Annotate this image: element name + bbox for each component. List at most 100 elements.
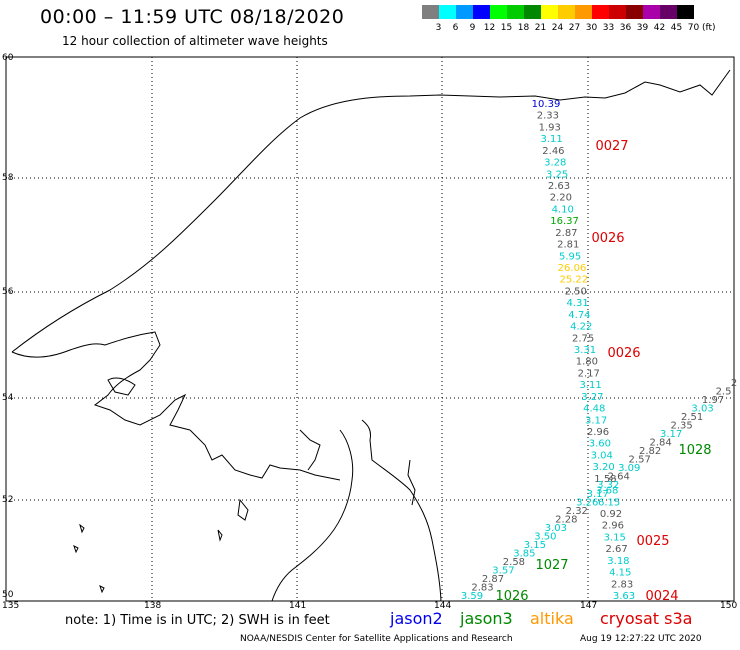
generated-timestamp: Aug 19 12:27:22 UTC 2020 — [580, 634, 702, 644]
legend-swatch-label: 24 — [551, 23, 564, 33]
wave-height-label: 3.11 — [540, 134, 562, 145]
wave-height-label: 3.15 — [524, 540, 546, 551]
wave-height-label: 2.57 — [629, 455, 651, 466]
pass-time-tag: 0025 — [636, 534, 669, 549]
wave-height-label: 3.59 — [461, 591, 483, 602]
legend-swatch — [643, 5, 660, 19]
wave-height-label: 4.22 — [570, 322, 592, 333]
wave-height-label: 0.92 — [600, 509, 622, 520]
wave-height-label: 2.83 — [471, 582, 493, 593]
wave-height-label: 1.80 — [576, 357, 598, 368]
wave-height-label: 3.68 — [596, 486, 618, 497]
legend-jason3: jason3 — [460, 609, 513, 628]
legend-jason2: jason2 — [390, 609, 443, 628]
wave-height-label: 3.11 — [579, 380, 601, 391]
wave-height-label: 3.57 — [492, 565, 514, 576]
wave-height-label: 3.50 — [534, 531, 556, 542]
wave-height-label: 1.97 — [702, 395, 724, 406]
pass-time-tag: 1027 — [535, 558, 568, 573]
legend-swatch-label: 6 — [452, 23, 459, 33]
wave-height-label: 3.63 — [613, 591, 635, 602]
legend-swatch-label: 3 — [435, 23, 442, 33]
wave-height-label: 3.17 — [660, 429, 682, 440]
legend-swatch — [558, 5, 575, 19]
legend-swatch — [490, 5, 507, 19]
wave-height-label: 2.51 — [681, 412, 703, 423]
wave-height-label: 2.83 — [611, 579, 633, 590]
legend-swatch — [609, 5, 626, 19]
wave-height-label: 2.28 — [555, 514, 577, 525]
lon-label-147: 147 — [580, 601, 598, 611]
legend-cryosat-s3a: cryosat s3a — [600, 609, 693, 628]
wave-height-label: 3.03 — [545, 523, 567, 534]
wave-height-label: 2.17 — [578, 368, 600, 379]
lon-label-135: 135 — [2, 601, 20, 611]
wave-height-label: 2.84 — [650, 438, 672, 449]
wave-height-label: 2.33 — [537, 111, 559, 122]
wave-height-label: 2.87 — [482, 574, 504, 585]
wave-height-label: 2.5 — [716, 387, 732, 398]
legend-swatch — [439, 5, 456, 19]
wave-height-label: 3.26 — [576, 497, 598, 508]
legend-unit: (ft) — [702, 23, 716, 33]
legend-swatch — [541, 5, 558, 19]
wave-height-label: 10.39 — [532, 99, 561, 110]
wave-height-label: 3.17 — [587, 489, 609, 500]
legend-swatch — [507, 5, 524, 19]
wave-height-label: 4.74 — [568, 310, 590, 321]
lon-label-138: 138 — [144, 601, 162, 611]
lat-label-50: 50 — [2, 590, 14, 600]
wave-height-label: 2.81 — [557, 240, 579, 251]
wave-height-label: 16.37 — [550, 216, 579, 227]
wave-height-label: 3.32 — [597, 480, 619, 491]
legend-swatch-label: 42 — [653, 23, 666, 33]
wave-height-label: 2.20 — [550, 193, 572, 204]
wave-height-label: 2.75 — [572, 333, 594, 344]
lon-label-141: 141 — [289, 601, 307, 611]
pass-time-tag: 0024 — [645, 589, 678, 604]
wave-height-label: 26.06 — [558, 263, 587, 274]
color-legend: 3 6 9 12 15 18 21 24 27 30 33 36 39 42 45 70 (ft) — [422, 5, 732, 37]
wave-height-label: 2.67 — [605, 544, 627, 555]
legend-swatch-label: 45 — [670, 23, 683, 33]
pass-time-tag: 0026 — [607, 346, 640, 361]
legend-swatch-label: 39 — [636, 23, 649, 33]
wave-height-label: 1.93 — [539, 122, 561, 133]
map-frame — [5, 56, 735, 602]
pass-time-tag: 0027 — [595, 139, 628, 154]
wave-height-label: 4.10 — [552, 204, 574, 215]
legend-swatch-label: 70 — [687, 23, 700, 33]
pass-time-tag: 0026 — [591, 231, 624, 246]
legend-swatch — [626, 5, 643, 19]
legend-swatch — [422, 5, 439, 19]
wave-height-label: 2.46 — [542, 146, 564, 157]
pass-time-tag: 1026 — [495, 589, 528, 604]
wave-height-label: 3.03 — [691, 404, 713, 415]
wave-height-label: 6.15 — [598, 497, 620, 508]
lat-label-58: 58 — [2, 173, 14, 183]
wave-height-label: 2.35 — [670, 421, 692, 432]
legend-swatch — [677, 5, 694, 19]
pass-time-tag: 1028 — [678, 443, 711, 458]
chart-subtitle: 12 hour collection of altimeter wave hei… — [62, 34, 328, 48]
wave-height-label: 3.18 — [607, 556, 629, 567]
wave-height-label: 3.85 — [513, 548, 535, 559]
legend-swatch-label: 27 — [568, 23, 581, 33]
observation-layer: 10.392.331.933.112.463.283.252.632.204.1… — [461, 99, 737, 604]
legend-swatch — [660, 5, 677, 19]
lat-label-60: 60 — [2, 53, 14, 63]
graticule — [6, 57, 734, 601]
wave-height-label: 4.15 — [609, 568, 631, 579]
wave-height-label: 3.04 — [591, 450, 613, 461]
wave-height-label: 2.96 — [587, 427, 609, 438]
lat-label-52: 52 — [2, 495, 14, 505]
legend-altika: altika — [530, 609, 574, 628]
wave-height-label: 5.95 — [559, 251, 581, 262]
wave-height-label: 3.15 — [604, 532, 626, 543]
lat-label-54: 54 — [2, 393, 14, 403]
wave-height-label: 2.32 — [566, 506, 588, 517]
legend-swatch-label: 21 — [534, 23, 547, 33]
lon-label-144: 144 — [434, 601, 452, 611]
legend-swatch-label: 18 — [517, 23, 530, 33]
